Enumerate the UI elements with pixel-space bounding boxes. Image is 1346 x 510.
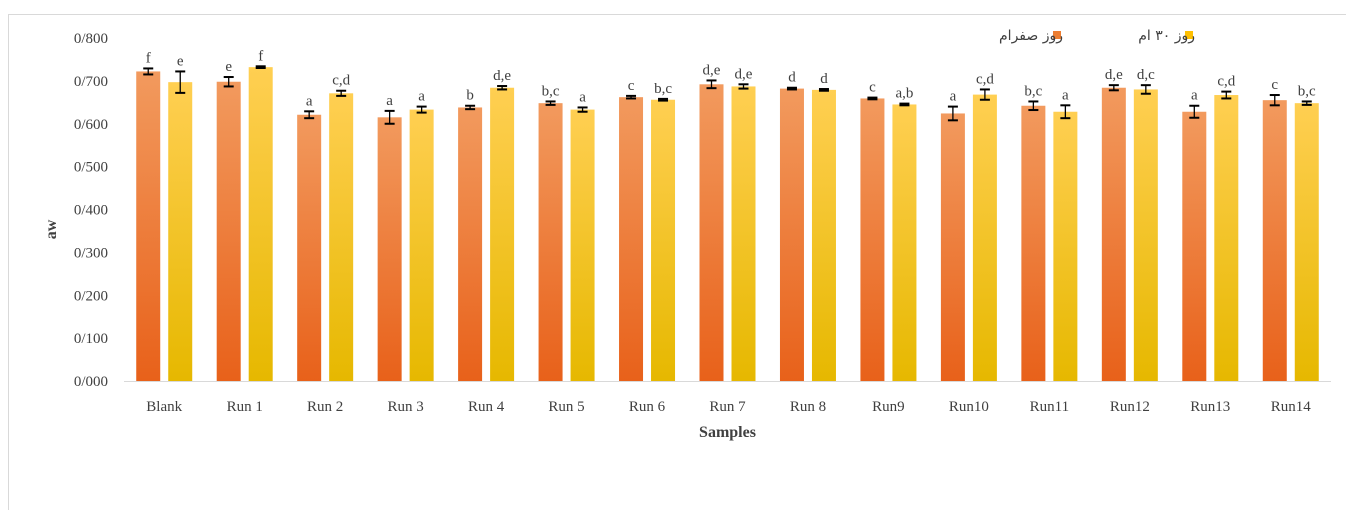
bar [216,81,241,382]
bar [409,109,434,381]
data-label: f [258,48,263,64]
data-label: a [950,89,957,105]
data-label: e [177,53,184,69]
x-tick-label: Run 7 [709,399,746,415]
data-label: d,c [1137,67,1155,83]
data-label: a,b [895,86,913,102]
x-tick-label: Run 2 [307,399,343,415]
bar [731,86,756,381]
x-tick-label: Run9 [872,399,905,415]
data-label: a [579,89,586,105]
bar [811,89,836,381]
data-label: a [1191,88,1198,104]
bar [699,84,724,382]
data-label: b [466,88,474,104]
data-label: b,c [1024,83,1042,99]
x-tick-label: Run 3 [388,399,424,415]
bar [1182,111,1207,382]
bar [1294,103,1319,382]
y-tick-label: 0/500 [74,160,108,176]
data-label: d,e [493,68,511,84]
y-tick-label: 0/200 [74,288,108,304]
bar [972,94,997,381]
bar [1053,111,1078,382]
bar [619,97,644,381]
chart-frame [8,14,1346,510]
data-label: b,c [654,81,672,97]
data-label: c,d [332,73,350,89]
y-tick-label: 0/800 [74,31,108,47]
bar [458,107,483,382]
x-tick-label: Run 5 [548,399,584,415]
bar [248,67,273,381]
bar [538,103,563,382]
y-tick-label: 0/100 [74,331,108,347]
x-tick-label: Run13 [1190,399,1230,415]
bar [297,114,322,381]
x-tick-label: Run12 [1110,399,1150,415]
data-label: c,d [976,71,994,87]
bar [860,98,885,382]
x-tick-label: Run14 [1271,399,1312,415]
data-label: d,e [703,62,721,78]
bar [1262,100,1287,381]
x-tick-label: Run11 [1030,399,1069,415]
data-label: d [788,70,796,86]
x-tick-label: Blank [146,399,182,415]
bar [1021,105,1046,382]
data-label: e [225,59,232,75]
data-label: a [418,89,425,105]
y-tick-label: 0/300 [74,245,108,261]
bar [490,87,515,382]
data-label: c,d [1217,74,1235,90]
bar [779,88,804,381]
bar [892,104,917,382]
data-label: a [386,93,393,109]
x-tick-label: Run 4 [468,399,505,415]
y-tick-label: 0/000 [74,374,108,390]
y-axis-title: aw [43,219,60,239]
data-label: d [820,71,828,87]
bar [1214,95,1239,382]
x-tick-label: Run 8 [790,399,826,415]
data-label: d,e [1105,67,1123,83]
x-tick-label: Run10 [949,399,989,415]
bar [651,99,676,382]
legend-swatch [1053,31,1061,39]
legend-swatch [1185,31,1193,39]
bar [136,71,161,381]
data-label: b,c [1298,83,1316,99]
data-label: c [628,78,635,94]
data-label: f [146,50,151,66]
x-tick-label: Run 6 [629,399,666,415]
y-tick-label: 0/600 [74,117,108,133]
bar [329,93,354,381]
data-label: c [1271,77,1278,93]
y-tick-label: 0/700 [74,74,108,90]
data-label: c [869,80,876,96]
data-label: a [306,93,313,109]
bar [1101,87,1126,382]
y-tick-label: 0/400 [74,203,108,219]
data-label: a [1062,87,1069,103]
bar [168,82,193,381]
data-label: d,e [735,66,753,82]
data-label: b,c [542,83,560,99]
x-tick-label: Run 1 [227,399,263,415]
bar [377,117,402,381]
legend-label: روز ۳۰ ام [1138,28,1195,44]
x-axis-title: Samples [699,424,756,441]
bar [1133,89,1158,381]
legend-label: روز صفرام [999,28,1063,44]
bar [570,109,595,381]
bar [940,113,965,382]
